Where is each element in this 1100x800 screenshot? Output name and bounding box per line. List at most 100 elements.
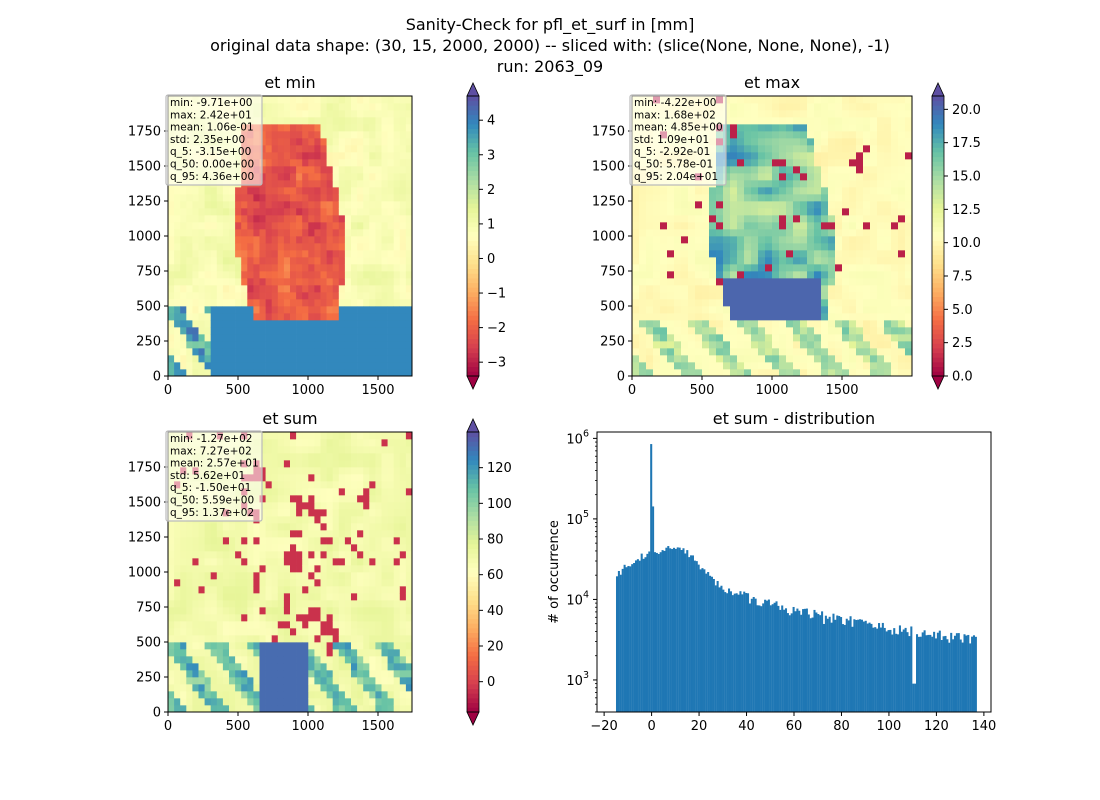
heatmap-cell	[842, 306, 850, 314]
heatmap-cell	[751, 222, 759, 230]
heatmap-cell	[314, 572, 321, 580]
heatmap-cell	[800, 159, 808, 167]
heatmap-cell	[314, 124, 321, 132]
heatmap-cell	[180, 194, 187, 202]
heatmap-cell	[653, 299, 661, 307]
heatmap-cell	[772, 152, 780, 160]
heatmap-cell	[863, 257, 871, 265]
heatmap-cell	[744, 138, 752, 146]
heatmap-cell	[363, 131, 370, 139]
heatmap-cell	[174, 327, 181, 335]
heatmap-cell	[772, 369, 780, 377]
heatmap-cell	[320, 446, 327, 454]
heatmap-cell	[277, 292, 285, 300]
colorbar-segment	[932, 124, 944, 130]
heatmap-cell	[235, 292, 242, 300]
heatmap-cell	[308, 565, 315, 573]
heatmap-cell	[216, 243, 224, 251]
heatmap-cell	[180, 187, 187, 195]
heatmap-cell	[884, 320, 892, 328]
heatmap-cell	[192, 236, 199, 244]
heatmap-cell	[737, 285, 745, 293]
heatmap-cell	[351, 250, 358, 258]
heatmap-cell	[235, 271, 242, 279]
heatmap-cell	[351, 495, 358, 503]
heatmap-cell	[877, 215, 885, 223]
colorbar-segment	[932, 362, 944, 368]
heatmap-cell	[870, 145, 878, 153]
heatmap-cell	[235, 537, 242, 545]
heatmap-cell	[357, 285, 364, 293]
heatmap-cell	[891, 110, 899, 118]
heatmap-cell	[751, 327, 759, 335]
heatmap-cell	[241, 236, 248, 244]
heatmap-cell	[667, 313, 675, 321]
heatmap-cell	[253, 285, 260, 293]
y-tick-label: 1500	[592, 160, 625, 175]
heatmap-cell	[247, 537, 254, 545]
heatmap-cell	[381, 159, 388, 167]
heatmap-cell	[296, 698, 303, 706]
heatmap-cell	[842, 348, 850, 356]
heatmap-cell	[332, 565, 340, 573]
heatmap-cell	[814, 243, 822, 251]
heatmap-cell	[338, 684, 346, 692]
heatmap-cell	[646, 187, 654, 195]
heatmap-cell	[290, 523, 297, 531]
heatmap-cell	[375, 439, 382, 447]
heatmap-cell	[688, 348, 696, 356]
heatmap-cell	[332, 348, 340, 356]
heatmap-cell	[702, 285, 710, 293]
heatmap-cell	[283, 467, 291, 475]
heatmap-cell	[821, 355, 829, 363]
colorbar-segment	[467, 287, 479, 293]
heatmap-cell	[277, 628, 285, 636]
heatmap-cell	[302, 467, 309, 475]
heatmap-cell	[168, 663, 175, 671]
heatmap-cell	[646, 201, 654, 209]
heatmap-cell	[351, 565, 358, 573]
heatmap-cell	[828, 306, 836, 314]
heatmap-cell	[405, 341, 413, 349]
heatmap-cell	[393, 551, 401, 559]
heatmap-cell	[320, 628, 327, 636]
heatmap-cell	[277, 194, 285, 202]
colorbar-segment	[932, 138, 944, 144]
heatmap-cell	[681, 306, 689, 314]
heatmap-cell	[779, 278, 787, 286]
heatmap-cell	[387, 229, 395, 237]
heatmap-cell	[405, 173, 413, 181]
heatmap-cell	[235, 201, 242, 209]
heatmap-cell	[632, 236, 640, 244]
heatmap-cell	[758, 222, 766, 230]
heatmap-cell	[828, 348, 836, 356]
heatmap-cell	[283, 649, 291, 657]
heatmap-cell	[744, 341, 752, 349]
heatmap-cell	[277, 656, 285, 664]
heatmap-cell	[247, 264, 254, 272]
heatmap-cell	[290, 481, 297, 489]
heatmap-cell	[660, 362, 668, 370]
y-tick-label: 1250	[592, 195, 625, 210]
heatmap-cell	[210, 327, 218, 335]
heatmap-cell	[290, 103, 297, 111]
heatmap-cell	[253, 334, 260, 342]
heatmap-cell	[302, 145, 309, 153]
heatmap-cell	[716, 208, 724, 216]
heatmap-cell	[320, 481, 327, 489]
heatmap-cell	[344, 131, 352, 139]
heatmap-cell	[168, 194, 175, 202]
heatmap-cell	[800, 110, 808, 118]
heatmap-cell	[229, 593, 236, 601]
heatmap-cell	[369, 467, 376, 475]
heatmap-cell	[632, 215, 640, 223]
heatmap-cell	[821, 187, 829, 195]
heatmap-cell	[828, 320, 836, 328]
heatmap-cell	[667, 320, 675, 328]
heatmap-cell	[842, 180, 850, 188]
heatmap-cell	[807, 327, 815, 335]
heatmap-cell	[730, 229, 738, 237]
heatmap-cell	[381, 285, 388, 293]
heatmap-cell	[168, 355, 175, 363]
heatmap-cell	[730, 222, 738, 230]
